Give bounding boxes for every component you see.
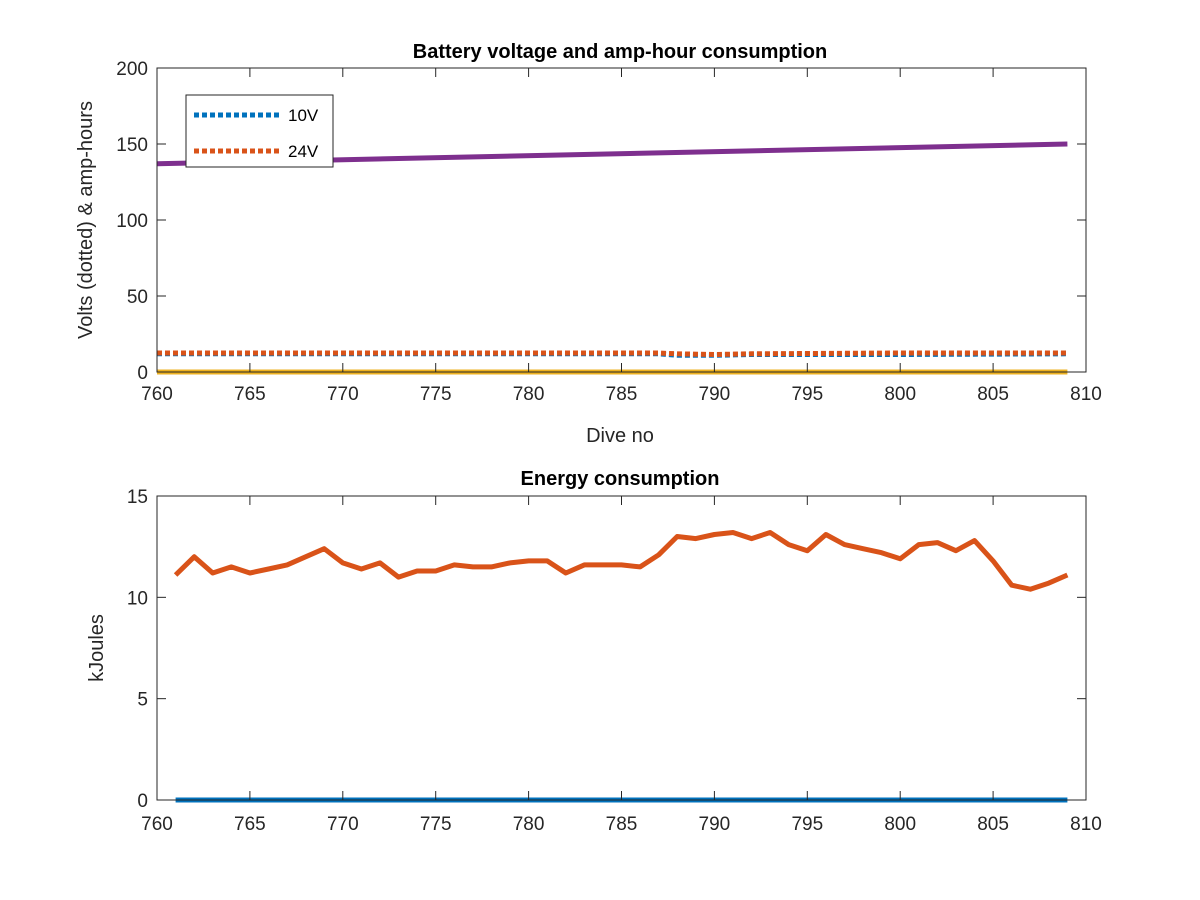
top-xtick-label: 785: [606, 384, 638, 405]
top-legend: 10V 24V: [185, 94, 334, 168]
bottom-axes: Energy consumption kJoules 760 765 770 775 7…: [86, 468, 1102, 835]
top-xlabel: Dive no: [586, 425, 654, 447]
bottom-xtick-label: 790: [699, 814, 731, 835]
top-xtick-label: 810: [1070, 384, 1102, 405]
top-xtick-label: 760: [141, 384, 173, 405]
bottom-xtick-label: 760: [141, 814, 173, 835]
top-xtick-label: 780: [513, 384, 545, 405]
bottom-series-line-1: [173, 530, 1069, 592]
top-ytick-label: 200: [116, 59, 148, 80]
top-xtick-label: 775: [420, 384, 452, 405]
bottom-ytick-label: 0: [137, 791, 148, 812]
top-ytick-label: 50: [127, 287, 148, 308]
top-xtick-label: 765: [234, 384, 266, 405]
bottom-xtick-label: 770: [327, 814, 359, 835]
top-ytick-label: 150: [116, 135, 148, 156]
bottom-xtick-label: 780: [513, 814, 545, 835]
bottom-xtick-label: 800: [884, 814, 916, 835]
bottom-xtick-label: 805: [977, 814, 1009, 835]
top-title: Battery voltage and amp-hour consumption: [413, 41, 827, 63]
top-ylabel: Volts (dotted) & amp-hours: [75, 101, 97, 339]
top-axes: Battery voltage and amp-hour consumption…: [75, 41, 1102, 447]
legend-label-10v: 10V: [288, 106, 319, 125]
bottom-axes-box: [156, 495, 1087, 801]
top-ytick-label: 100: [116, 211, 148, 232]
bottom-title: Energy consumption: [521, 468, 720, 490]
bottom-ytick-label: 10: [127, 588, 148, 609]
bottom-ylabel: kJoules: [86, 614, 108, 682]
bottom-ytick-label: 15: [127, 487, 148, 508]
bottom-ytick-label: 5: [137, 690, 148, 711]
bottom-xtick-label: 785: [606, 814, 638, 835]
bottom-series-group: [173, 530, 1069, 803]
bottom-xtick-label: 765: [234, 814, 266, 835]
bottom-xtick-label: 795: [791, 814, 823, 835]
top-xtick-label: 805: [977, 384, 1009, 405]
top-xtick-label: 770: [327, 384, 359, 405]
top-xtick-label: 790: [699, 384, 731, 405]
legend-box: [185, 94, 334, 168]
top-series-24v: [157, 350, 1068, 357]
top-xtick-label: 800: [884, 384, 916, 405]
bottom-xtick-label: 775: [420, 814, 452, 835]
top-ytick-label: 0: [137, 363, 148, 384]
top-xtick-label: 795: [791, 384, 823, 405]
legend-label-24v: 24V: [288, 142, 319, 161]
bottom-xtick-label: 810: [1070, 814, 1102, 835]
top-series-group: [156, 141, 1068, 375]
